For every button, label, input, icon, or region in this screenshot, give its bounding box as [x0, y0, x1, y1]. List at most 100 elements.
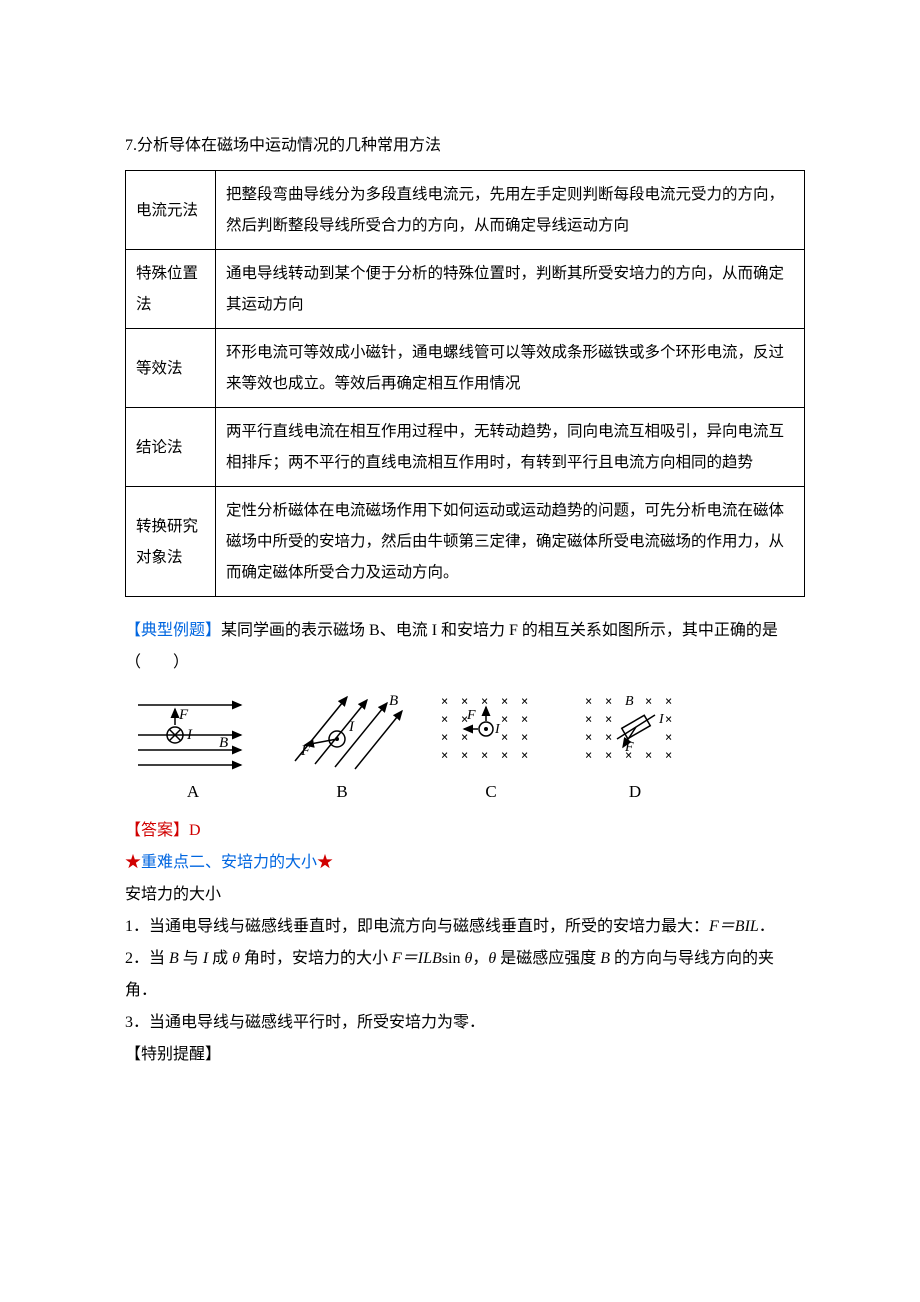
method-label: 等效法 [126, 329, 216, 408]
example-block: 【典型例题】某同学画的表示磁场 B、电流 I 和安培力 F 的相互关系如图所示，… [125, 615, 805, 679]
svg-text:B: B [219, 735, 228, 751]
subheading: ★重难点二、安培力的大小★ [125, 847, 805, 879]
method-desc: 环形电流可等效成小磁针，通电螺线管可以等效成条形磁铁或多个环形电流，反过来等效也… [216, 329, 805, 408]
svg-text:×: × [585, 712, 592, 726]
svg-text:I: I [186, 727, 193, 743]
svg-text:×: × [461, 748, 468, 762]
svg-text:×: × [605, 694, 612, 708]
svg-text:F: F [300, 743, 311, 759]
svg-text:I: I [494, 722, 501, 737]
table-row: 特殊位置法 通电导线转动到某个便于分析的特殊位置时，判断其所受安培力的方向，从而… [126, 250, 805, 329]
text: ， [472, 950, 488, 967]
svg-text:×: × [665, 748, 672, 762]
svg-text:×: × [645, 694, 652, 708]
svg-text:×: × [645, 748, 652, 762]
answer-value: D [189, 822, 201, 839]
svg-text:B: B [625, 694, 634, 709]
svg-text:×: × [585, 748, 592, 762]
svg-text:×: × [665, 730, 672, 744]
table-row: 转换研究对象法 定性分析磁体在电流磁场作用下如何运动或运动趋势的问题，可先分析电… [126, 487, 805, 597]
diagram-c-svg: ××××× ×××× ×××× ××××× F I [431, 689, 551, 773]
var: B [169, 950, 179, 967]
svg-text:F: F [178, 707, 189, 723]
svg-text:×: × [605, 730, 612, 744]
answer-line: 【答案】D [125, 815, 805, 847]
diagram-caption: C [485, 775, 496, 809]
svg-text:×: × [461, 730, 468, 744]
text: 2．当 [125, 950, 169, 967]
text: 1．当通电导线与磁感线垂直时，即电流方向与磁感线垂直时，所受的安培力最大： [125, 918, 709, 935]
svg-text:×: × [501, 694, 508, 708]
method-label: 转换研究对象法 [126, 487, 216, 597]
table-row: 等效法 环形电流可等效成小磁针，通电螺线管可以等效成条形磁铁或多个环形电流，反过… [126, 329, 805, 408]
text: 是磁感应强度 [496, 950, 600, 967]
method-desc: 通电导线转动到某个便于分析的特殊位置时，判断其所受安培力的方向，从而确定其运动方… [216, 250, 805, 329]
ampere-title: 安培力的大小 [125, 879, 805, 911]
svg-text:×: × [481, 694, 488, 708]
svg-text:I: I [658, 712, 665, 727]
diagram-d: ×××× ××× ××× ××××× B I F D [575, 689, 695, 809]
subheading-text: 重难点二、安培力的大小 [141, 854, 317, 871]
formula: F＝ILB [392, 950, 442, 967]
svg-text:×: × [585, 730, 592, 744]
svg-text:×: × [605, 748, 612, 762]
reminder-label: 【特别提醒】 [125, 1039, 805, 1071]
text: 与 [179, 950, 203, 967]
method-desc: 定性分析磁体在电流磁场作用下如何运动或运动趋势的问题，可先分析电流在磁体磁场中所… [216, 487, 805, 597]
method-desc: 把整段弯曲导线分为多段直线电流元，先用左手定则判断每段电流元受力的方向，然后判断… [216, 171, 805, 250]
diagram-row: F I B A B I F B × × × × × [133, 689, 805, 809]
diagram-caption: B [336, 775, 347, 809]
text: ． [759, 918, 775, 935]
star-icon: ★ [125, 854, 141, 871]
svg-text:×: × [481, 748, 488, 762]
answer-label: 【答案】 [125, 822, 189, 839]
var: B [600, 950, 610, 967]
method-label: 结论法 [126, 408, 216, 487]
svg-text:×: × [585, 694, 592, 708]
svg-text:B: B [389, 693, 398, 709]
svg-text:×: × [521, 748, 528, 762]
svg-text:×: × [441, 730, 448, 744]
ampere-p3: 3．当通电导线与磁感线平行时，所受安培力为零． [125, 1007, 805, 1039]
svg-text:F: F [466, 708, 476, 723]
method-desc: 两平行直线电流在相互作用过程中，无转动趋势，同向电流互相吸引，异向电流互相排斥；… [216, 408, 805, 487]
svg-text:×: × [501, 712, 508, 726]
svg-text:×: × [501, 730, 508, 744]
svg-text:F: F [624, 740, 634, 755]
section-number: 7. [125, 137, 137, 154]
method-label: 特殊位置法 [126, 250, 216, 329]
table-row: 电流元法 把整段弯曲导线分为多段直线电流元，先用左手定则判断每段电流元受力的方向… [126, 171, 805, 250]
svg-text:×: × [521, 730, 528, 744]
text: sin [442, 950, 465, 967]
diagram-d-svg: ×××× ××× ××× ××××× B I F [575, 689, 695, 773]
svg-text:I: I [348, 719, 355, 735]
svg-text:×: × [665, 694, 672, 708]
diagram-c: ××××× ×××× ×××× ××××× F I C [431, 689, 551, 809]
diagram-b: B I F B [277, 689, 407, 809]
text: 角时，安培力的大小 [240, 950, 392, 967]
formula: F＝BIL [709, 918, 759, 935]
table-row: 结论法 两平行直线电流在相互作用过程中，无转动趋势，同向电流互相吸引，异向电流互… [126, 408, 805, 487]
ampere-p1: 1．当通电导线与磁感线垂直时，即电流方向与磁感线垂直时，所受的安培力最大：F＝B… [125, 911, 805, 943]
diagram-caption: D [629, 775, 641, 809]
svg-text:×: × [665, 712, 672, 726]
svg-text:×: × [521, 712, 528, 726]
svg-text:×: × [501, 748, 508, 762]
svg-text:×: × [441, 748, 448, 762]
methods-table: 电流元法 把整段弯曲导线分为多段直线电流元，先用左手定则判断每段电流元受力的方向… [125, 170, 805, 597]
example-label: 【典型例题】 [125, 622, 221, 639]
diagram-a: F I B A [133, 695, 253, 809]
section-title: 分析导体在磁场中运动情况的几种常用方法 [137, 137, 441, 154]
example-text: 某同学画的表示磁场 B、电流 I 和安培力 F 的相互关系如图所示，其中正确的是… [125, 622, 778, 671]
svg-text:×: × [441, 712, 448, 726]
diagram-b-svg: B I F [277, 689, 407, 773]
svg-text:×: × [605, 712, 612, 726]
svg-text:×: × [441, 694, 448, 708]
svg-text:×: × [461, 694, 468, 708]
section-heading: 7.分析导体在磁场中运动情况的几种常用方法 [125, 130, 805, 162]
diagram-a-svg: F I B [133, 695, 253, 773]
var: θ [232, 950, 240, 967]
text: 成 [208, 950, 232, 967]
ampere-p2: 2．当 B 与 I 成 θ 角时，安培力的大小 F＝ILBsin θ，θ 是磁感… [125, 943, 805, 1007]
method-label: 电流元法 [126, 171, 216, 250]
